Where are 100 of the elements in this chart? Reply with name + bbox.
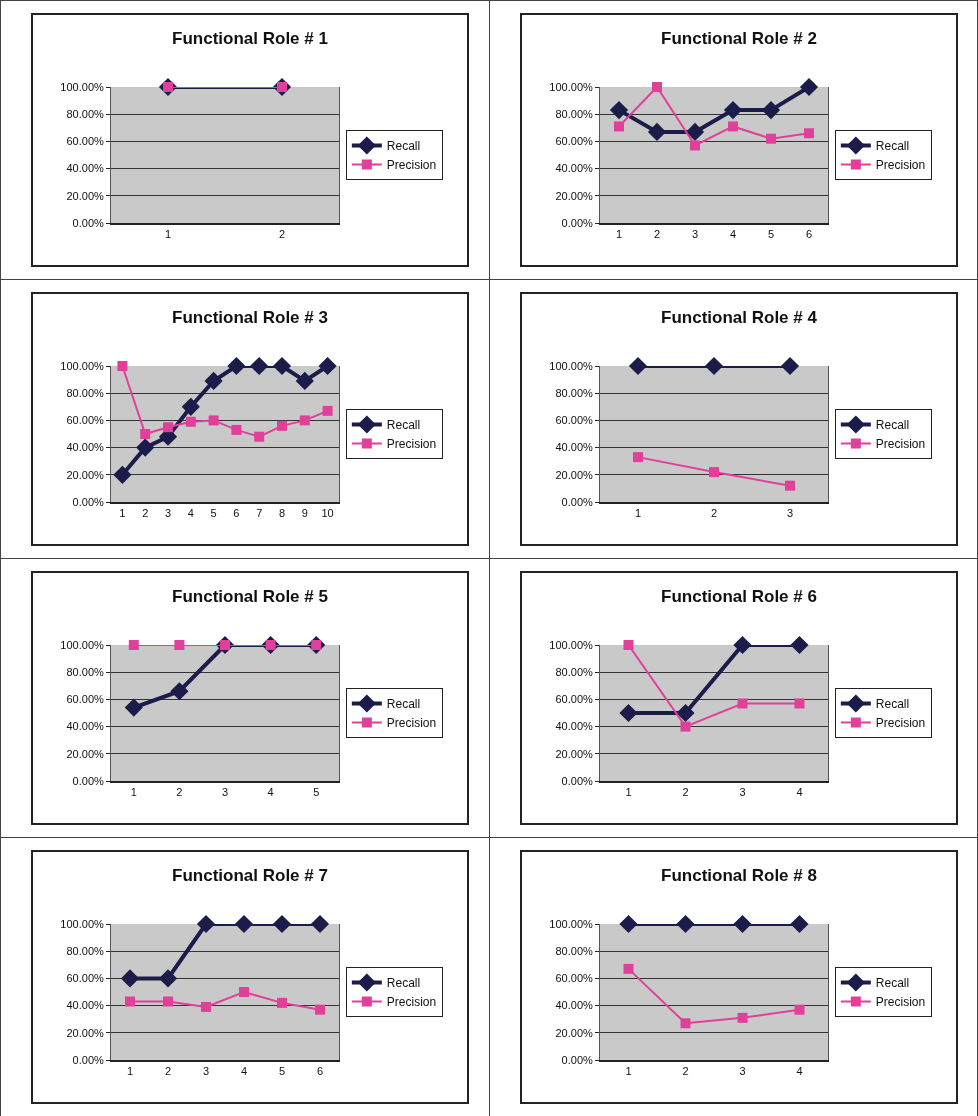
legend-label: Recall: [875, 697, 910, 712]
point: [201, 1001, 211, 1012]
legend-label: Recall: [875, 976, 910, 991]
y-tick-label: 0.00%: [72, 495, 105, 508]
point: [315, 1004, 325, 1015]
point: [733, 914, 752, 934]
point: [318, 356, 337, 376]
chart-title: Functional Role # 2: [661, 29, 817, 49]
chart-title: Functional Role # 7: [172, 866, 328, 886]
y-tick-label: 40.00%: [555, 441, 594, 454]
point: [254, 431, 265, 442]
point: [158, 969, 178, 988]
point: [680, 721, 691, 732]
point: [804, 128, 814, 139]
y-tick-label: 40.00%: [66, 441, 105, 454]
x-tick-label: 1: [130, 785, 137, 798]
point: [690, 140, 700, 151]
x-tick-label: 8: [278, 506, 286, 519]
x-tick-label: 1: [615, 227, 623, 240]
point: [140, 429, 151, 439]
point: [728, 121, 738, 132]
y-tick-label: 40.00%: [66, 162, 105, 175]
x-tick-label: 2: [176, 785, 183, 798]
x-tick-label: 6: [233, 506, 240, 519]
x-tick-label: 5: [278, 1064, 286, 1077]
x-tick-label: 4: [729, 227, 737, 240]
y-tick-label: 40.00%: [66, 999, 105, 1012]
y-tick-label: 100.00%: [549, 917, 594, 930]
point: [709, 467, 719, 478]
chart-title: Functional Role # 4: [661, 308, 818, 328]
y-tick-label: 100.00%: [60, 359, 105, 372]
legend-label: Precision: [386, 437, 437, 452]
x-tick-label: 6: [805, 227, 813, 240]
point: [250, 356, 269, 376]
x-tick-label: 1: [164, 227, 172, 240]
point: [136, 438, 155, 457]
point: [633, 452, 643, 463]
x-tick-label: 2: [142, 506, 149, 519]
legend-label: Precision: [875, 995, 926, 1010]
x-tick-label: 3: [739, 1064, 746, 1077]
y-tick-label: 20.00%: [66, 747, 105, 760]
point: [124, 698, 143, 717]
y-tick-label: 60.00%: [555, 414, 594, 427]
x-tick-label: 1: [625, 785, 632, 798]
x-tick-label: 4: [796, 1064, 803, 1077]
y-tick-label: 40.00%: [555, 720, 594, 733]
legend-label: Precision: [386, 716, 437, 731]
x-tick-label: 4: [187, 506, 194, 519]
point: [647, 122, 667, 141]
legend-label: Precision: [386, 158, 437, 173]
point: [113, 465, 132, 484]
x-tick-label: 1: [119, 506, 126, 519]
y-tick-label: 100.00%: [60, 80, 105, 93]
y-tick-label: 80.00%: [66, 108, 105, 121]
y-tick-label: 20.00%: [66, 468, 105, 481]
point: [181, 397, 200, 416]
point: [794, 698, 805, 709]
y-tick-label: 20.00%: [555, 747, 594, 760]
y-tick-label: 60.00%: [66, 693, 105, 706]
point: [652, 82, 662, 92]
point: [766, 133, 776, 144]
y-tick-label: 60.00%: [66, 135, 105, 148]
point: [676, 703, 695, 723]
point: [799, 77, 819, 97]
y-tick-label: 0.00%: [561, 774, 594, 787]
chart-title: Functional Role # 3: [172, 308, 328, 328]
x-tick-label: 10: [321, 506, 334, 519]
point: [125, 996, 135, 1007]
point: [277, 997, 287, 1008]
legend-label: Precision: [875, 716, 926, 731]
point: [117, 361, 128, 371]
y-tick-label: 40.00%: [66, 720, 105, 733]
y-tick-label: 100.00%: [549, 359, 594, 372]
point: [272, 914, 292, 934]
y-tick-label: 0.00%: [561, 495, 594, 508]
y-tick-label: 0.00%: [561, 1053, 594, 1066]
x-tick-label: 2: [164, 1064, 172, 1077]
point: [628, 356, 648, 376]
y-tick-label: 20.00%: [66, 189, 105, 202]
y-tick-label: 80.00%: [555, 387, 594, 400]
y-tick-label: 100.00%: [549, 638, 594, 651]
x-tick-label: 1: [126, 1064, 134, 1077]
point: [794, 1004, 805, 1015]
y-tick-label: 20.00%: [555, 1026, 594, 1039]
x-tick-label: 3: [221, 785, 229, 798]
y-tick-label: 0.00%: [72, 1053, 105, 1066]
point: [174, 640, 185, 650]
point: [623, 640, 634, 650]
y-tick-label: 0.00%: [72, 216, 105, 229]
y-tick-label: 80.00%: [555, 945, 594, 958]
y-tick-label: 60.00%: [66, 414, 105, 427]
y-tick-label: 80.00%: [66, 666, 105, 679]
x-tick-label: 3: [164, 506, 172, 519]
y-tick-label: 100.00%: [549, 80, 594, 93]
x-tick-label: 2: [710, 506, 718, 519]
point: [204, 371, 223, 391]
y-tick-label: 0.00%: [72, 774, 105, 787]
point: [785, 480, 795, 491]
x-tick-label: 2: [682, 1064, 689, 1077]
point: [163, 996, 173, 1007]
